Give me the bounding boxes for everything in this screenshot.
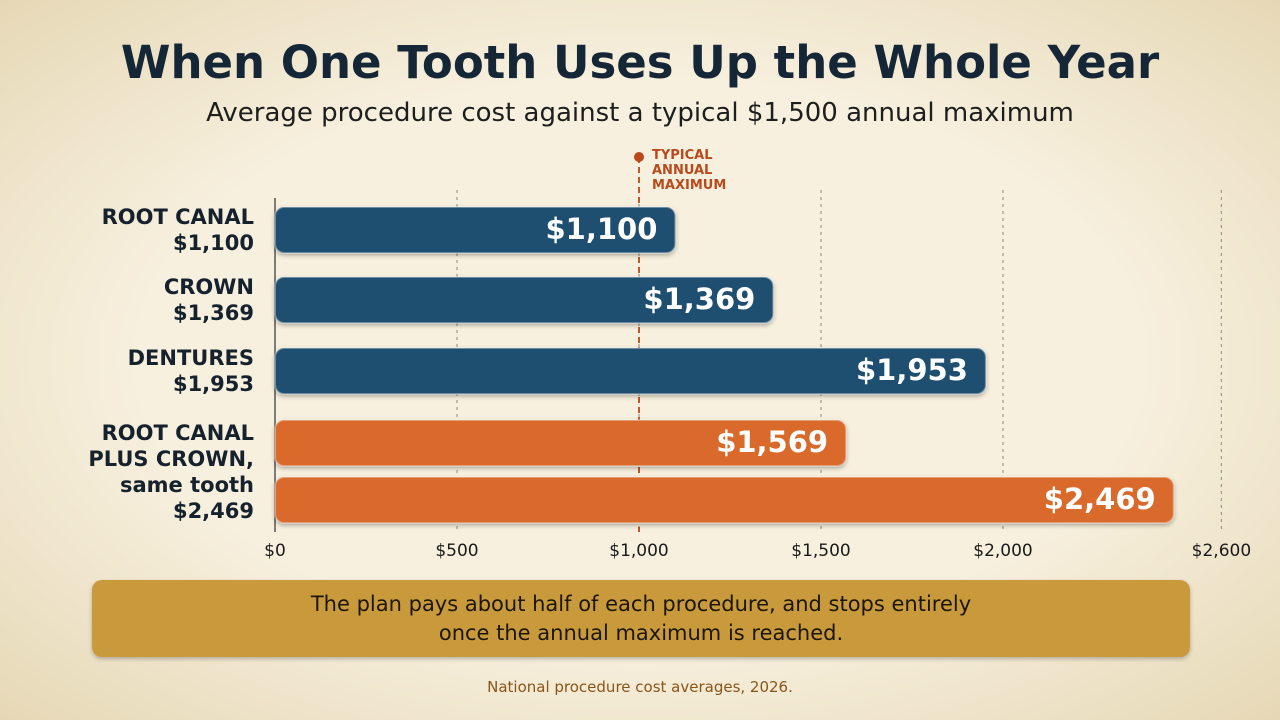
chart-subtitle: Average procedure cost against a typical… (206, 98, 1074, 128)
bar (274, 347, 987, 395)
note-box: The plan pays about half of each procedu… (92, 580, 1190, 657)
bar (274, 206, 677, 254)
x-tick-label: $1,500 (791, 541, 850, 561)
reference-label: TYPICAL ANNUAL MAXIMUM (652, 148, 727, 193)
value-label: $2,469 (1044, 482, 1156, 516)
x-tick-label: $500 (435, 541, 478, 561)
value-label: $1,100 (545, 212, 657, 246)
reference-marker (634, 152, 644, 162)
note-text: The plan pays about half of each procedu… (310, 591, 972, 645)
x-tick-label: $1,000 (609, 541, 668, 561)
category-label: ROOT CANAL PLUS CROWN, same tooth $2,469 (88, 420, 254, 523)
bar (274, 419, 848, 467)
category-label: ROOT CANAL $1,100 (101, 205, 254, 255)
category-label: DENTURES $1,953 (127, 346, 254, 396)
bar (274, 276, 775, 324)
value-label: $1,569 (716, 425, 828, 459)
category-label: CROWN $1,369 (163, 275, 254, 325)
value-label: $1,369 (643, 282, 755, 316)
bar (274, 476, 1175, 524)
x-tick-label: $2,600 (1192, 541, 1251, 561)
value-label: $1,953 (856, 353, 968, 387)
source-note: National procedure cost averages, 2026. (487, 678, 793, 696)
x-tick-label: $0 (264, 541, 286, 561)
x-tick-label: $2,000 (973, 541, 1032, 561)
chart-title: When One Tooth Uses Up the Whole Year (120, 36, 1160, 89)
